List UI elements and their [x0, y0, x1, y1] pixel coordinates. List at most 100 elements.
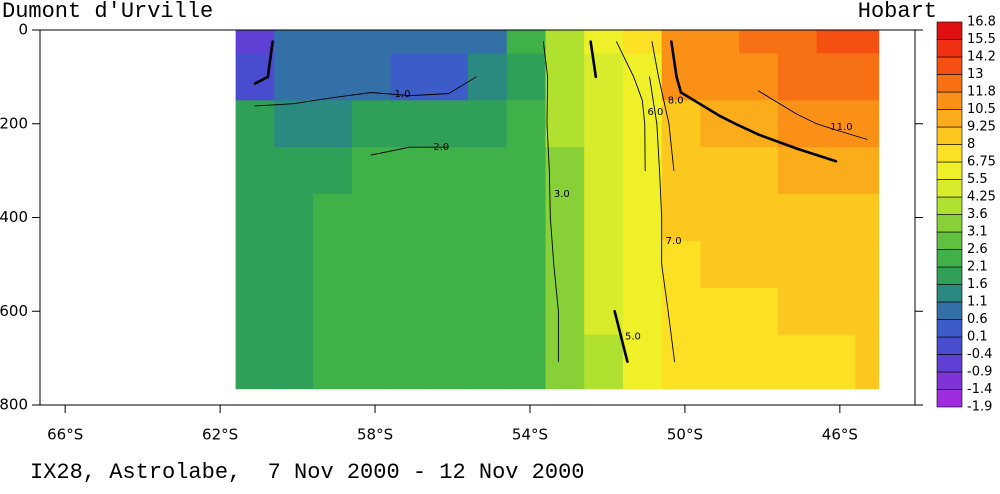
colorbar-box [936, 249, 963, 268]
heat-cell [584, 287, 624, 336]
heat-cell [235, 30, 275, 55]
heat-cell [351, 194, 392, 242]
heat-cell [506, 334, 547, 390]
heat-cell [390, 53, 430, 101]
heat-cell [777, 240, 818, 289]
colorbar-box [936, 319, 963, 338]
heat-cell [700, 147, 740, 195]
contour-line [795, 147, 838, 163]
heat-cell [777, 334, 818, 390]
heat-cell [545, 30, 585, 55]
heat-cell [390, 287, 430, 336]
colorbar-box [936, 126, 963, 145]
contour-line [613, 309, 629, 363]
heat-cell [777, 100, 818, 148]
heat-cell [390, 194, 430, 242]
heat-cell [351, 334, 392, 390]
y-tick-label: 800 [0, 396, 28, 414]
colorbar-label: 2.6 [967, 242, 988, 257]
heat-cell [622, 53, 663, 101]
heat-cell [739, 287, 779, 336]
heat-cell [545, 194, 585, 242]
x-tick-label: 50°S [667, 426, 703, 444]
heat-cell [661, 100, 702, 148]
colorbar-label: 2.1 [967, 260, 988, 275]
contour-line [651, 41, 659, 78]
axes: 0 200 400 600 800 66°S 62°S 58°S 54°S 50°S 46°S [0, 21, 923, 444]
contour-line [266, 40, 274, 79]
x-tick-label: 66°S [47, 426, 83, 444]
colorbar-label: 14.2 [967, 50, 996, 65]
contour-line [670, 40, 678, 79]
heat-cell [313, 30, 353, 55]
heat-cell [816, 334, 856, 390]
heat-cell [816, 53, 856, 101]
heat-cell [777, 194, 818, 242]
colorbar-label: 4.25 [967, 190, 996, 205]
heat-cell [545, 287, 585, 336]
colorbar-box [936, 144, 963, 163]
contour-line [733, 122, 760, 136]
heat-cell [429, 30, 469, 55]
contour-line [816, 123, 837, 131]
colorbar-box [936, 371, 963, 390]
heatmap [235, 30, 880, 390]
colorbar-box [936, 161, 963, 180]
heat-cell [855, 240, 880, 289]
heat-cell [313, 287, 353, 336]
heat-cell [816, 100, 856, 148]
heat-cell [584, 194, 624, 242]
heat-cell [622, 194, 663, 242]
heat-cell [545, 53, 585, 101]
heat-cell [545, 147, 585, 195]
heat-cell [739, 194, 779, 242]
heat-cell [313, 100, 353, 148]
colorbar-box [936, 231, 963, 250]
heat-cell [351, 100, 392, 148]
heat-cell [584, 147, 624, 195]
colorbar-label: 9.25 [967, 120, 996, 135]
heat-cell [777, 147, 818, 195]
heat-cell [700, 287, 740, 336]
contour-line [331, 92, 372, 99]
heat-cell [313, 194, 353, 242]
heat-cell [235, 287, 275, 336]
colorbar-label: -0.4 [967, 347, 992, 362]
heat-cell [351, 287, 392, 336]
contour-label: 3.0 [554, 189, 570, 200]
heat-cell [351, 240, 392, 289]
colorbar-box [936, 21, 963, 40]
heat-cell [274, 147, 314, 195]
heat-cell [468, 147, 508, 195]
heat-cell [468, 30, 508, 55]
colorbar-box [936, 266, 963, 285]
colorbar-label: 0.1 [967, 330, 988, 345]
heat-cell [622, 30, 663, 55]
heat-cell [584, 100, 624, 148]
heat-cell [777, 30, 818, 55]
heat-cell [506, 194, 547, 242]
heat-cell [700, 334, 740, 390]
heat-cell [235, 194, 275, 242]
colorbar-label: 13 [967, 67, 984, 82]
colorbar-box [936, 91, 963, 110]
contour-label: 7.0 [666, 236, 682, 247]
heat-cell [855, 334, 880, 390]
heat-cell [313, 147, 353, 195]
heat-cell [506, 100, 547, 148]
heat-cell [855, 53, 880, 101]
heat-cell [700, 30, 740, 55]
contour-line [641, 99, 646, 125]
colorbar-box [936, 74, 963, 93]
y-tick-label: 400 [0, 208, 28, 226]
heat-cell [274, 334, 314, 390]
heat-cell [545, 100, 585, 148]
x-tick-label: 46°S [822, 426, 858, 444]
heat-cell [468, 334, 508, 390]
heat-cell [468, 100, 508, 148]
heat-cell [506, 30, 547, 55]
heat-cell [390, 30, 430, 55]
colorbar-box [936, 336, 963, 355]
contour-line [679, 91, 722, 118]
